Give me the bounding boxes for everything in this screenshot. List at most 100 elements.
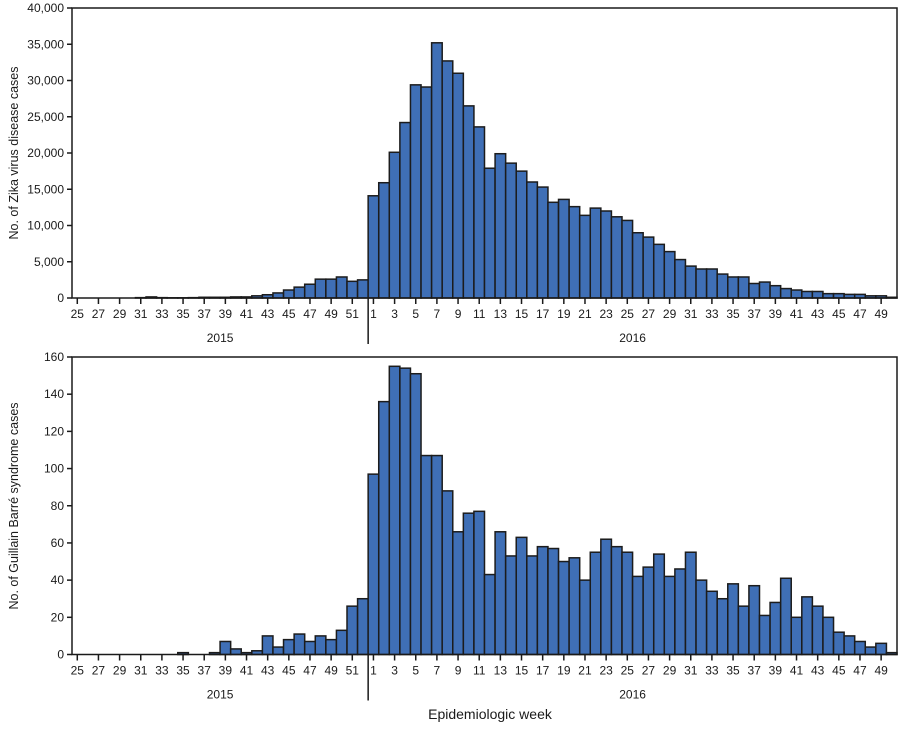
bar: [495, 532, 506, 655]
x-tick-label: 23: [599, 664, 613, 678]
bar: [675, 569, 686, 655]
bar: [707, 269, 718, 298]
bar: [675, 260, 686, 298]
bar: [685, 266, 696, 298]
bar: [664, 252, 675, 298]
bar: [643, 567, 654, 654]
x-tick-label: 31: [684, 307, 698, 321]
x-tick-label: 19: [557, 664, 571, 678]
bar: [580, 580, 591, 654]
bar: [749, 284, 760, 299]
bar: [315, 279, 326, 298]
bar: [760, 615, 771, 654]
x-tick-label: 33: [155, 307, 169, 321]
y-tick-label: 0: [57, 648, 64, 662]
bar: [601, 211, 612, 298]
x-tick-label: 41: [790, 664, 804, 678]
bar: [410, 85, 421, 298]
x-tick-label: 49: [874, 664, 888, 678]
bar: [305, 284, 316, 298]
bar: [707, 591, 718, 654]
x-axis-title: Epidemiologic week: [428, 706, 553, 722]
x-tick-label: 41: [240, 664, 254, 678]
bar: [844, 636, 855, 655]
bar: [294, 287, 305, 298]
x-tick-label: 7: [434, 307, 441, 321]
bar: [781, 289, 792, 298]
bar: [485, 575, 496, 655]
bar: [654, 554, 665, 654]
bar: [442, 491, 453, 655]
bar: [559, 562, 570, 655]
bar: [770, 286, 781, 298]
bar: [379, 183, 390, 298]
x-tick-label: 51: [346, 664, 360, 678]
x-tick-label: 27: [92, 664, 106, 678]
bar: [580, 215, 591, 298]
bar: [516, 537, 527, 654]
bar: [760, 282, 771, 298]
bar: [294, 634, 305, 654]
bar: [876, 643, 887, 654]
bar: [326, 279, 337, 298]
x-tick-label: 33: [705, 307, 719, 321]
bar: [495, 154, 506, 298]
bar: [527, 182, 538, 298]
x-tick-label: 37: [198, 664, 212, 678]
bar: [865, 647, 876, 654]
x-tick-label: 27: [642, 307, 656, 321]
x-tick-label: 49: [324, 664, 338, 678]
x-tick-label: 29: [113, 664, 127, 678]
x-tick-label: 31: [134, 307, 148, 321]
bar: [389, 366, 400, 654]
bar: [569, 558, 580, 655]
bar: [463, 513, 474, 654]
bar: [559, 199, 570, 298]
x-tick-label: 43: [811, 664, 825, 678]
bar: [537, 187, 548, 298]
bar: [358, 599, 369, 655]
bar: [400, 123, 411, 298]
x-tick-label: 47: [853, 307, 867, 321]
bar: [347, 606, 358, 654]
x-tick-label: 39: [219, 664, 233, 678]
x-tick-label: 39: [769, 664, 783, 678]
bar: [389, 152, 400, 298]
bar: [284, 290, 295, 298]
bar: [855, 641, 866, 654]
bar: [516, 171, 527, 298]
bar: [453, 73, 464, 298]
x-tick-label: 25: [71, 664, 85, 678]
bar: [834, 632, 845, 654]
bar: [485, 168, 496, 298]
x-tick-label: 43: [811, 307, 825, 321]
bar: [738, 277, 749, 298]
bar: [262, 636, 273, 655]
x-tick-label: 49: [874, 307, 888, 321]
x-tick-label: 45: [282, 664, 296, 678]
x-tick-label: 37: [748, 307, 762, 321]
x-tick-label: 3: [391, 664, 398, 678]
bar: [749, 586, 760, 655]
x-tick-label: 51: [346, 307, 360, 321]
x-tick-label: 7: [434, 664, 441, 678]
bar: [410, 374, 421, 655]
y-tick-label: 160: [44, 350, 64, 364]
bar: [812, 606, 823, 654]
bar: [590, 208, 601, 298]
y-tick-label: 5,000: [34, 255, 64, 269]
bar: [400, 368, 411, 654]
y-tick-label: 120: [44, 424, 64, 438]
zika-y-axis-label: No. of Zika virus disease cases: [7, 67, 21, 240]
bar: [284, 640, 295, 655]
y-tick-label: 140: [44, 387, 64, 401]
y-tick-label: 80: [51, 499, 65, 513]
x-tick-label: 5: [412, 664, 419, 678]
x-tick-label: 1: [370, 307, 377, 321]
x-tick-label: 41: [240, 307, 254, 321]
x-tick-label: 3: [391, 307, 398, 321]
y-tick-label: 25,000: [27, 110, 64, 124]
bar: [527, 556, 538, 655]
